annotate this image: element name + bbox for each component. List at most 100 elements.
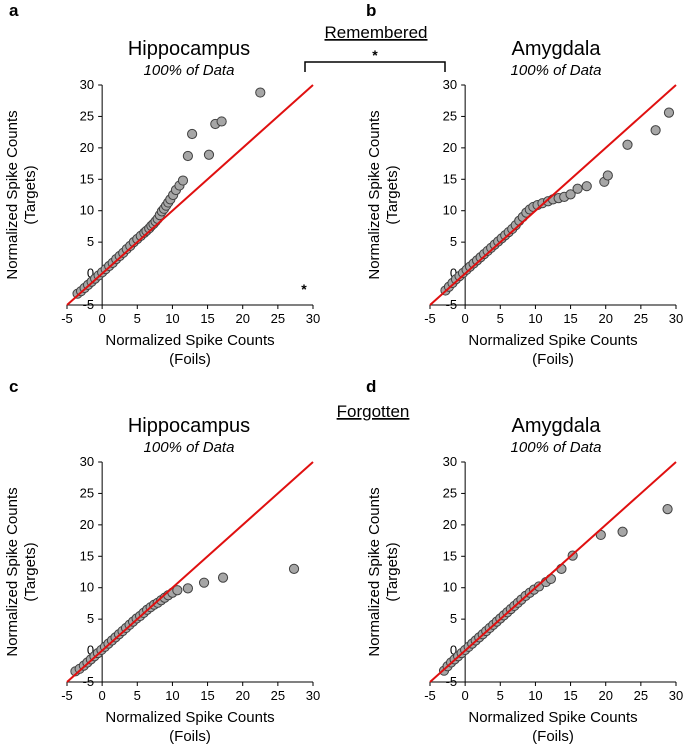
chart-subtitle: 100% of Data bbox=[144, 439, 235, 456]
y-tick-label: 20 bbox=[80, 140, 94, 155]
y-tick-label: 15 bbox=[443, 171, 457, 186]
data-point bbox=[177, 175, 189, 186]
data-point bbox=[581, 181, 592, 192]
y-tick-label: 15 bbox=[80, 171, 94, 186]
data-point bbox=[565, 189, 576, 200]
x-tick-label: 5 bbox=[134, 688, 141, 703]
x-axis-label: Normalized Spike Counts bbox=[105, 709, 274, 726]
y-tick-label: 25 bbox=[80, 108, 94, 123]
x-tick-label: 15 bbox=[200, 688, 214, 703]
x-tick-label: 5 bbox=[134, 311, 141, 326]
y-tick-label: 30 bbox=[80, 77, 94, 92]
x-tick-label: 25 bbox=[634, 688, 648, 703]
y-axis-label: Normalized Spike Counts bbox=[4, 110, 21, 279]
y-tick-label: 10 bbox=[80, 580, 94, 595]
x-tick-label: 25 bbox=[634, 311, 648, 326]
x-tick-label: 15 bbox=[563, 311, 577, 326]
panel-a: a Hippocampus 100% of Data -5 0 5 10 15 20 25 30 -5… bbox=[4, 1, 320, 368]
x-tick-label: 25 bbox=[271, 311, 285, 326]
x-tick-label: 20 bbox=[598, 688, 612, 703]
y-tick-label: 25 bbox=[443, 485, 457, 500]
data-point bbox=[663, 107, 675, 118]
y-tick-label: 5 bbox=[87, 611, 94, 626]
panel-c: c Hippocampus 100% of Data -5 0 5 10 15 20 25 30 -5… bbox=[4, 377, 320, 745]
chart-title: Amygdala bbox=[512, 38, 602, 60]
x-axis-label-sub: (Foils) bbox=[169, 728, 211, 745]
identity-line bbox=[429, 461, 677, 683]
x-tick-label: 10 bbox=[528, 311, 542, 326]
data-point bbox=[602, 170, 613, 181]
x-tick-label: 10 bbox=[165, 311, 179, 326]
y-tick-label: 30 bbox=[443, 454, 457, 469]
y-tick-label: 0 bbox=[450, 643, 457, 658]
x-tick-label: 5 bbox=[497, 311, 504, 326]
y-tick-label: 20 bbox=[80, 517, 94, 532]
x-axis-label: Normalized Spike Counts bbox=[468, 332, 637, 349]
x-tick-label: 10 bbox=[165, 688, 179, 703]
x-axis-label-sub: (Foils) bbox=[532, 728, 574, 745]
chart-title: Hippocampus bbox=[128, 415, 250, 437]
significance-star-panel-a: * bbox=[301, 281, 307, 297]
identity-line bbox=[66, 461, 314, 683]
panel-letter: a bbox=[9, 1, 19, 20]
data-point bbox=[622, 139, 633, 150]
data-point bbox=[172, 585, 183, 596]
panel-b: b Amygdala 100% of Data -5 0 5 10 15 20 25 30 -5 0 5 1… bbox=[366, 1, 683, 368]
data-point bbox=[198, 577, 210, 588]
data-point bbox=[662, 504, 673, 515]
x-tick-label: -5 bbox=[61, 688, 73, 703]
x-tick-label: 20 bbox=[235, 688, 249, 703]
x-tick-label: 30 bbox=[669, 688, 683, 703]
x-tick-label: 25 bbox=[271, 688, 285, 703]
data-point bbox=[182, 150, 193, 162]
y-tick-label: -5 bbox=[83, 297, 95, 312]
y-tick-label: 10 bbox=[443, 203, 457, 218]
data-point bbox=[217, 572, 229, 583]
chart-title: Hippocampus bbox=[128, 38, 250, 60]
y-tick-label: 10 bbox=[80, 203, 94, 218]
panel-d: d Amygdala 100% of Data -5 0 5 10 15 20 25 30 -5 0 5 1… bbox=[366, 377, 683, 745]
x-tick-label: 20 bbox=[598, 311, 612, 326]
data-point bbox=[288, 563, 300, 574]
x-tick-label: 30 bbox=[306, 688, 320, 703]
y-tick-label: 15 bbox=[80, 548, 94, 563]
data-point bbox=[182, 583, 193, 594]
x-tick-label: 0 bbox=[99, 311, 106, 326]
y-tick-label: 30 bbox=[80, 454, 94, 469]
y-tick-label: 0 bbox=[450, 266, 457, 281]
data-point bbox=[187, 128, 198, 140]
panel-letter: b bbox=[366, 1, 376, 20]
data-point bbox=[572, 183, 583, 194]
significance-bracket bbox=[304, 61, 446, 72]
data-point bbox=[216, 116, 227, 127]
x-tick-label: 15 bbox=[200, 311, 214, 326]
y-tick-label: 5 bbox=[450, 611, 457, 626]
y-tick-label: 20 bbox=[443, 517, 457, 532]
chart-subtitle: 100% of Data bbox=[144, 62, 235, 79]
y-axis-label-sub: (Targets) bbox=[22, 542, 39, 601]
chart-subtitle: 100% of Data bbox=[511, 62, 602, 79]
y-axis-label-sub: (Targets) bbox=[384, 165, 401, 224]
identity-line bbox=[66, 84, 314, 306]
x-axis-label-sub: (Foils) bbox=[532, 351, 574, 368]
chart-title: Amygdala bbox=[512, 415, 602, 437]
x-axis-label: Normalized Spike Counts bbox=[105, 332, 274, 349]
y-axis-label-sub: (Targets) bbox=[384, 542, 401, 601]
remembered-label: Remembered bbox=[325, 23, 428, 42]
panel-letter: c bbox=[9, 377, 18, 396]
y-axis-label-sub: (Targets) bbox=[22, 165, 39, 224]
y-axis-label: Normalized Spike Counts bbox=[366, 487, 383, 656]
y-tick-label: 5 bbox=[87, 234, 94, 249]
y-axis-label: Normalized Spike Counts bbox=[366, 110, 383, 279]
y-tick-label: -5 bbox=[446, 674, 458, 689]
x-axis-label: Normalized Spike Counts bbox=[468, 709, 637, 726]
x-tick-label: 0 bbox=[462, 688, 469, 703]
data-point bbox=[650, 125, 661, 136]
y-tick-label: 0 bbox=[87, 266, 94, 281]
y-tick-label: 25 bbox=[80, 485, 94, 500]
y-tick-label: 20 bbox=[443, 140, 457, 155]
x-tick-label: 30 bbox=[306, 311, 320, 326]
y-tick-label: 30 bbox=[443, 77, 457, 92]
x-tick-label: 15 bbox=[563, 688, 577, 703]
x-tick-label: 0 bbox=[462, 311, 469, 326]
